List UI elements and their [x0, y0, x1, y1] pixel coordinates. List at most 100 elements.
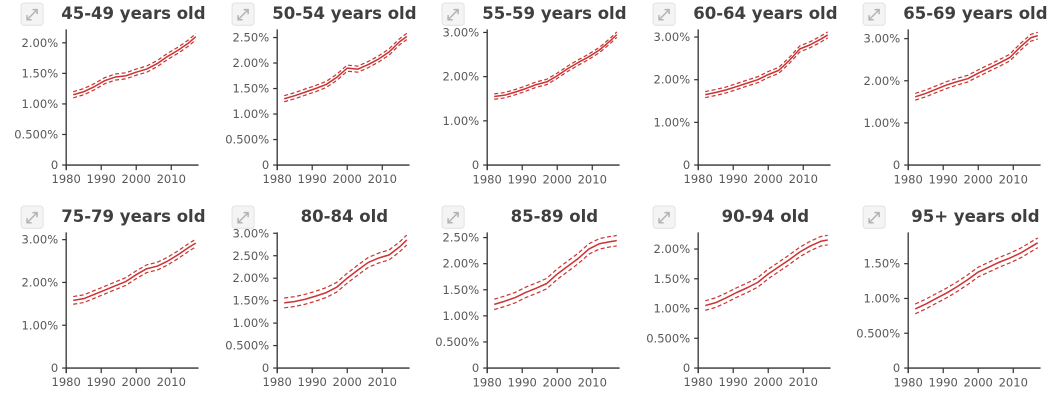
y-tick-label: 1.50% — [864, 256, 901, 270]
estimate-line — [704, 238, 828, 306]
x-tick-label: 1990 — [508, 375, 537, 389]
y-tick-label: 2.50% — [443, 230, 480, 244]
expand-icon[interactable] — [231, 2, 255, 26]
upper-ci-line — [704, 234, 828, 301]
x-tick-label: 2010 — [999, 375, 1028, 389]
upper-ci-line — [73, 238, 197, 297]
axes — [276, 231, 410, 373]
x-tick-label: 1980 — [894, 375, 923, 389]
estimate-line — [915, 241, 1039, 310]
chart-panel-95+-years-old: 95+ years old 0 0.500% 1.00% 1.50% 1980 1990 20… — [842, 203, 1053, 405]
chart-panel-55-59-years-old: 55-59 years old 0 1.00% 2.00% 3.00% 1980 1990 2… — [421, 0, 632, 203]
x-tick-label: 2010 — [157, 375, 186, 389]
x-tick-label: 1990 — [297, 172, 326, 186]
lower-ci-line — [494, 36, 618, 100]
chart-panel-65-69-years-old: 65-69 years old 0 1.00% 2.00% 3.00% 1980 1990 2… — [842, 0, 1053, 203]
y-tick-label: 1.00% — [864, 291, 901, 305]
y-tick-label: 1.00% — [653, 301, 690, 315]
expand-icon[interactable] — [652, 2, 676, 26]
expand-icon[interactable] — [441, 2, 465, 26]
x-tick-label: 2000 — [753, 375, 782, 389]
expand-icon[interactable] — [652, 205, 676, 229]
expand-icon[interactable] — [862, 2, 887, 26]
x-tick-label: 2010 — [578, 375, 607, 389]
y-tick-label: 3.00% — [653, 30, 690, 44]
x-tick-label: 1990 — [929, 172, 958, 186]
y-tick-label: 1.00% — [864, 116, 901, 130]
upper-ci-line — [915, 236, 1039, 305]
x-tick-label: 2000 — [543, 172, 572, 186]
expand-icon[interactable] — [20, 205, 44, 229]
x-tick-label: 1990 — [508, 172, 537, 186]
chart-title: 60-64 years old — [693, 4, 837, 23]
y-tick-label: 1.50% — [232, 82, 269, 96]
y-tick-label: 2.00% — [653, 242, 690, 256]
expand-icon[interactable] — [441, 205, 465, 229]
x-tick-label: 2010 — [788, 375, 817, 389]
chart-title: 55-59 years old — [482, 4, 626, 23]
lower-ci-line — [73, 39, 197, 99]
chart-title: 95+ years old — [912, 207, 1040, 226]
y-tick-label: 2.00% — [22, 36, 59, 50]
y-tick-label: 0 — [893, 158, 900, 172]
chart-canvas: 55-59 years old 0 1.00% 2.00% 3.00% 1980 1990 2… — [441, 2, 627, 186]
x-tick-label: 1980 — [52, 375, 81, 389]
expand-icon[interactable] — [862, 205, 887, 229]
chart-panel-75-79-years-old: 75-79 years old 0 1.00% 2.00% 3.00% 1980 1990 2… — [0, 203, 211, 405]
upper-ci-line — [704, 31, 828, 93]
y-tick-label: 0.500% — [646, 331, 690, 345]
x-tick-label: 1980 — [52, 172, 81, 186]
y-tick-label: 1.00% — [232, 316, 269, 330]
lower-ci-line — [704, 37, 828, 99]
upper-ci-line — [915, 31, 1039, 95]
y-tick-label: 2.00% — [232, 271, 269, 285]
x-tick-label: 2010 — [788, 172, 817, 186]
expand-icon[interactable] — [20, 2, 44, 26]
y-tick-label: 2.00% — [232, 56, 269, 70]
chart-canvas: 85-89 old 0 0.500% 1.00% 1.50% 2.00% 2.50% 1980… — [435, 205, 620, 389]
chart-panel-45-49-years-old: 45-49 years old 0 0.500% 1.00% 1.50% 2.00% 198… — [0, 0, 211, 203]
y-tick-label: 0 — [683, 158, 690, 172]
y-tick-label: 2.00% — [443, 70, 480, 84]
axes — [486, 231, 620, 373]
chart-panel-85-89-old: 85-89 old 0 0.500% 1.00% 1.50% 2.00% 2.50% 1980… — [421, 203, 632, 405]
upper-ci-line — [283, 32, 407, 97]
x-tick-label: 1980 — [262, 375, 291, 389]
y-tick-label: 0.500% — [14, 127, 58, 141]
x-tick-label: 2000 — [964, 375, 993, 389]
chart-title: 45-49 years old — [61, 4, 205, 23]
x-tick-label: 1990 — [929, 375, 958, 389]
chart-canvas: 95+ years old 0 0.500% 1.00% 1.50% 1980 1990 20… — [857, 205, 1041, 389]
x-tick-label: 1990 — [297, 375, 326, 389]
x-tick-label: 2000 — [122, 172, 151, 186]
chart-panel-80-84-old: 80-84 old 0 0.500% 1.00% 1.50% 2.00% 2.50% 3.00… — [211, 203, 422, 405]
estimate-line — [704, 34, 828, 96]
y-tick-label: 1.00% — [22, 97, 59, 111]
chart-panel-90-94-old: 90-94 old 0 0.500% 1.00% 1.50% 2.00% 1980 1990 2… — [632, 203, 843, 405]
chart-panel-50-54-years-old: 50-54 years old 0 0.500% 1.00% 1.50% 2.00% 2.5… — [211, 0, 422, 203]
y-tick-label: 3.00% — [864, 32, 901, 46]
y-tick-label: 3.00% — [443, 25, 480, 39]
x-tick-label: 1980 — [262, 172, 291, 186]
y-tick-label: 1.00% — [443, 114, 480, 128]
x-tick-label: 2000 — [332, 375, 361, 389]
y-tick-label: 1.50% — [443, 282, 480, 296]
x-tick-label: 1980 — [683, 375, 712, 389]
lower-ci-line — [283, 39, 407, 103]
chart-canvas: 50-54 years old 0 0.500% 1.00% 1.50% 2.00% 2.5… — [225, 2, 416, 186]
x-tick-label: 2000 — [332, 172, 361, 186]
y-tick-label: 2.00% — [864, 74, 901, 88]
x-tick-label: 2000 — [964, 172, 993, 186]
y-tick-label: 0.500% — [857, 326, 901, 340]
x-tick-label: 1980 — [473, 172, 502, 186]
estimate-line — [494, 239, 618, 305]
estimate-line — [72, 36, 197, 96]
y-tick-label: 0.500% — [225, 338, 269, 352]
x-tick-label: 2000 — [753, 172, 782, 186]
axes — [276, 29, 410, 171]
lower-ci-line — [915, 246, 1039, 314]
axes — [907, 29, 1041, 171]
y-tick-label: 1.00% — [232, 107, 269, 121]
expand-icon[interactable] — [231, 205, 255, 229]
